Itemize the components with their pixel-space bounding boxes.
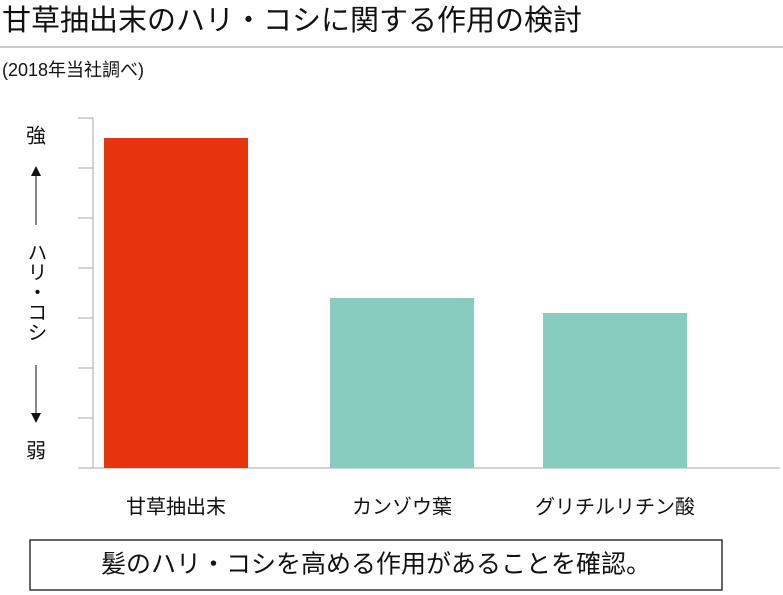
chart-subtitle: (2018年当社調べ) xyxy=(2,60,144,80)
arrow-down xyxy=(31,413,41,423)
x-tick-label: グリチルリチン酸 xyxy=(535,495,695,519)
chart-title: 甘草抽出末のハリ・コシに関する作用の検討 xyxy=(2,3,582,37)
y-axis-label: ハリ・コシ xyxy=(24,242,48,342)
x-tick-label: 甘草抽出末 xyxy=(126,495,226,519)
bar xyxy=(104,138,248,468)
bar xyxy=(330,298,474,468)
bar xyxy=(543,313,687,468)
y-axis-top: 強 xyxy=(26,124,46,148)
x-tick-label: カンゾウ葉 xyxy=(352,495,452,519)
note-box xyxy=(29,539,723,591)
arrow-up xyxy=(31,166,41,176)
note: 髪のハリ・コシを高める作用があることを確認。 xyxy=(101,550,651,579)
y-axis-bottom: 弱 xyxy=(26,439,46,463)
